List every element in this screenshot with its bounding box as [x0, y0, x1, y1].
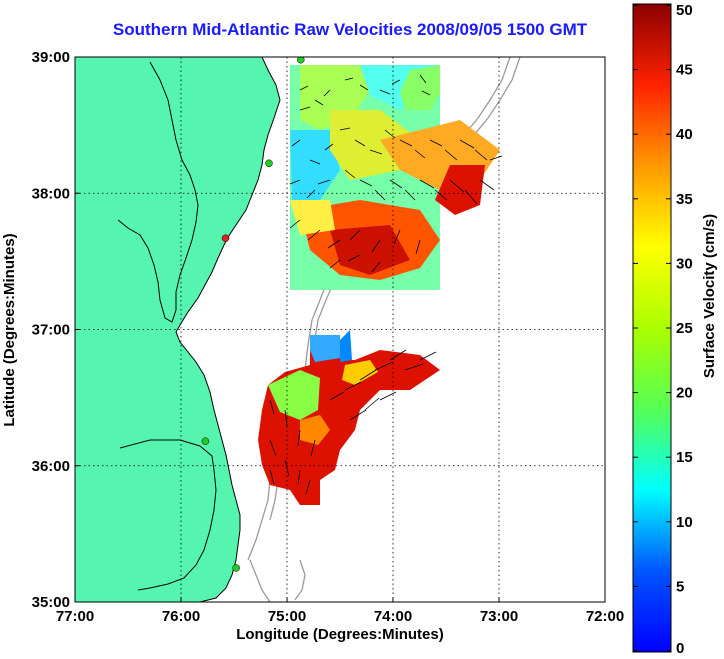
- y-axis-label: Latitude (Degrees:Minutes): [1, 233, 18, 426]
- y-tick-label: 39:00: [32, 49, 70, 66]
- radar-station-marker: [232, 564, 240, 572]
- north-velocity-field: [290, 65, 500, 290]
- y-tick-label: 36:00: [32, 458, 70, 475]
- colorbar-tick-label: 0: [676, 640, 684, 657]
- colorbar-tick-label: 45: [676, 62, 693, 79]
- chesapeake-bay-edge: [117, 61, 199, 323]
- colorbar-tick-label: 10: [676, 514, 693, 531]
- colorbar-tick-label: 15: [676, 449, 693, 466]
- x-tick-label: 72:00: [586, 608, 624, 625]
- y-tick-label: 35:00: [32, 594, 70, 611]
- x-tick-label: 77:00: [56, 608, 94, 625]
- radar-stations: [201, 57, 305, 572]
- map-title: Southern Mid-Atlantic Raw Velocities 200…: [112, 20, 588, 39]
- x-axis-ticks: 77:00 76:00 75:00 74:00 73:00 72:00: [56, 597, 624, 625]
- pamlico-sound-edge: [119, 439, 217, 591]
- colorbar-tick-label: 40: [676, 126, 693, 143]
- colorbar-tick-label: 35: [676, 191, 693, 208]
- radar-station-marker: [201, 437, 210, 445]
- radar-station-marker: [297, 57, 305, 64]
- x-axis-label: Longitude (Degrees:Minutes): [236, 626, 444, 643]
- x-tick-label: 74:00: [374, 608, 412, 625]
- south-velocity-field: [258, 330, 440, 505]
- x-tick-label: 73:00: [480, 608, 518, 625]
- colorbar-tick-label: 20: [676, 385, 693, 402]
- radar-station-marker: [265, 159, 273, 168]
- x-tick-label: 75:00: [268, 608, 306, 625]
- y-axis-ticks: 39:00 38:00 37:00 36:00 35:00: [32, 49, 80, 611]
- colorbar-tick-label: 50: [676, 2, 693, 19]
- colorbar-label: Surface Velocity (cm/s): [701, 214, 718, 378]
- colorbar-tick-label: 30: [676, 255, 693, 272]
- y-tick-label: 37:00: [32, 322, 70, 339]
- colorbar-tick-label: 25: [676, 320, 693, 337]
- bathymetry-contour: [249, 559, 306, 602]
- current-vectors: [269, 74, 503, 495]
- radar-station-marker: [221, 234, 230, 242]
- x-tick-label: 76:00: [162, 608, 200, 625]
- colorbar-tick-label: 5: [676, 578, 684, 595]
- y-tick-label: 38:00: [32, 185, 70, 202]
- colorbar: [632, 3, 672, 653]
- grid: [75, 57, 605, 602]
- map-layers: [75, 57, 605, 602]
